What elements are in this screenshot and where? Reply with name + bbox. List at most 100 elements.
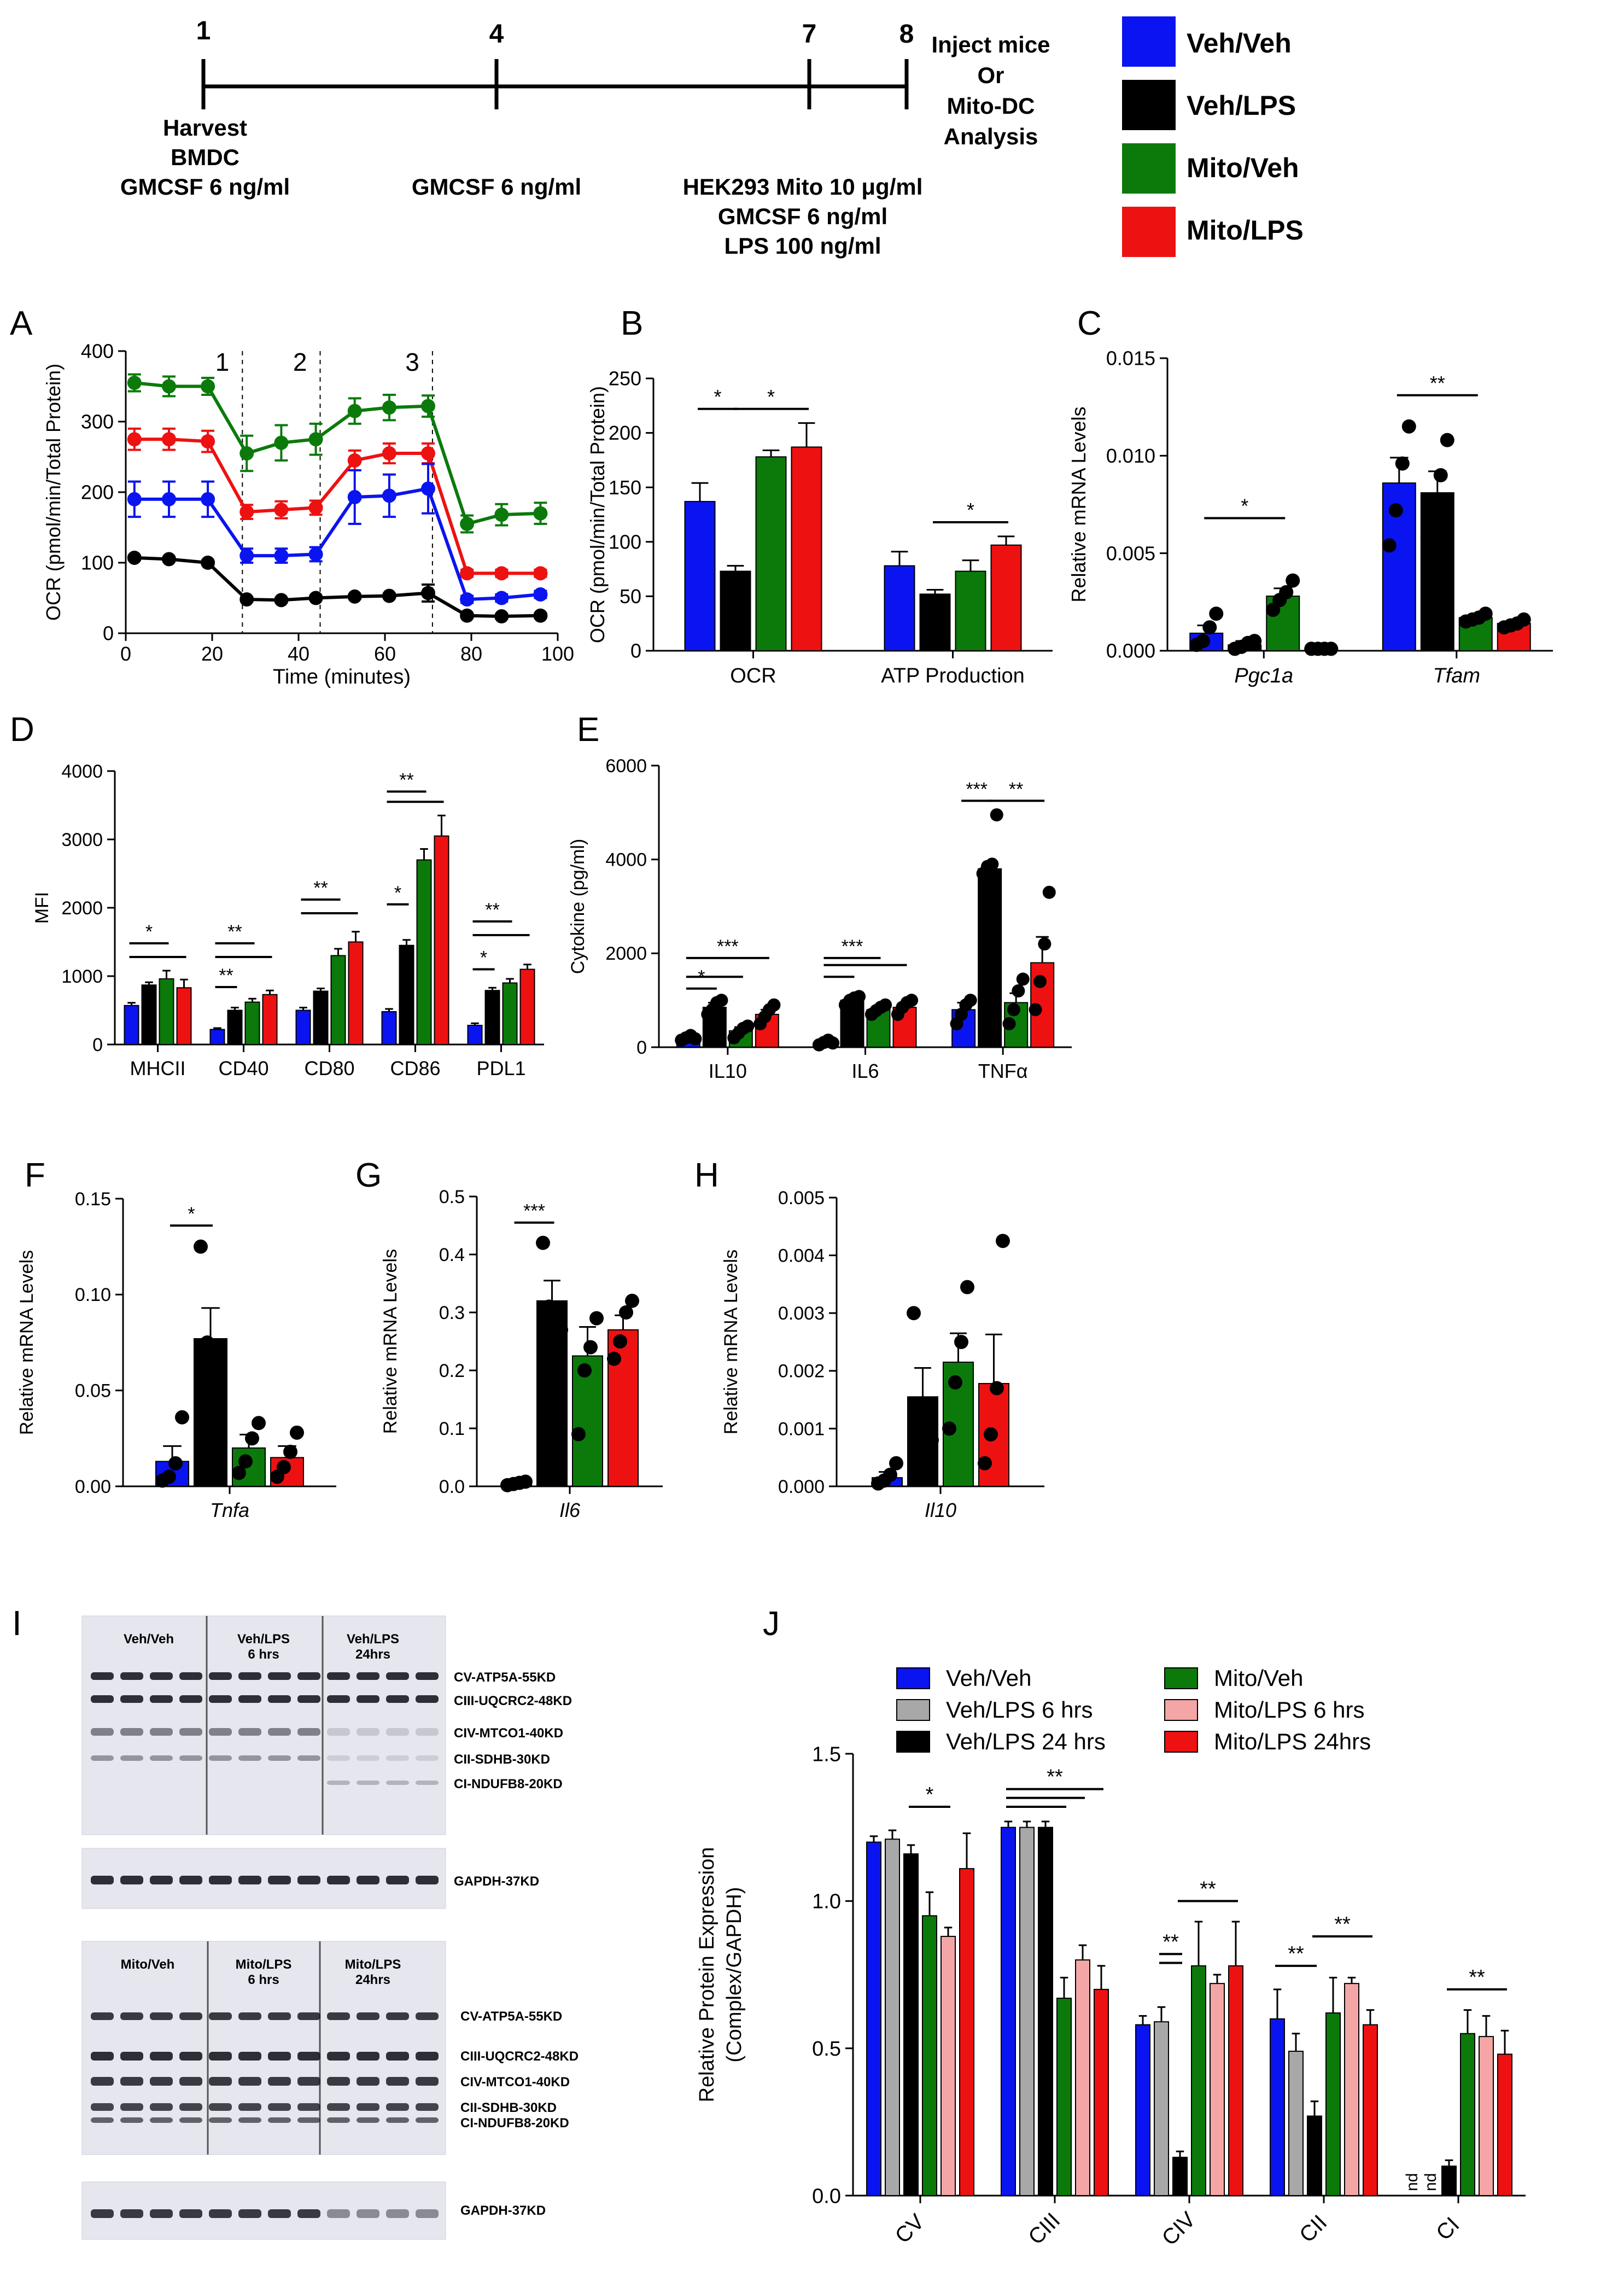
a-data-point: [308, 547, 323, 562]
d-significance-label: **: [227, 921, 242, 942]
b-bar: [720, 570, 751, 651]
g-data-point: [583, 1340, 598, 1355]
blot-bottom-band: [238, 2117, 261, 2123]
f-data-point: [168, 1456, 183, 1470]
a-y-axis-label: OCR (pmol/min/Total Protein): [42, 364, 65, 621]
j-legend-label: Mito/LPS 6 hrs: [1214, 1697, 1364, 1723]
blot-bottom-band: [238, 2103, 261, 2111]
blot-bottom-band: [150, 2012, 173, 2020]
d-bar: [295, 1009, 311, 1045]
blot-bottom-band: [91, 2103, 114, 2111]
blot-top-band: [357, 1695, 379, 1703]
c-data-point: [1478, 606, 1493, 621]
b-y-tick-label: 200: [609, 422, 641, 444]
h-y-tick-label: 0.002: [778, 1361, 825, 1382]
blot-top-band: [238, 1755, 261, 1761]
a-data-point: [382, 446, 396, 461]
d-bar: [381, 1011, 397, 1045]
d-y-axis-label: MFI: [32, 892, 52, 924]
blot-top-gapdh-label: GAPDH-37KD: [454, 1874, 539, 1889]
legend-label-mito-veh: Mito/Veh: [1187, 153, 1299, 183]
e-data-point: [1042, 885, 1056, 899]
j-legend-label: Veh/LPS 6 hrs: [946, 1697, 1093, 1723]
blot-bottom-band: [150, 2052, 173, 2061]
j-bar: [1038, 1826, 1053, 2197]
a-data-point: [421, 481, 435, 496]
j-significance-label: **: [1162, 1930, 1179, 1953]
blot-top-band: [209, 1672, 232, 1680]
a-data-point: [421, 586, 435, 600]
legend-label-mito-lps: Mito/LPS: [1187, 215, 1304, 246]
c-data-point: [1433, 468, 1448, 482]
g-y-tick-label: 0.2: [439, 1361, 465, 1381]
g-data-point: [589, 1311, 604, 1326]
panel-label-j: J: [763, 1605, 780, 1643]
blot-bottom-band: [386, 2117, 409, 2123]
blot-bottom-band-label-civ: CIV-MTCO1-40KD: [460, 2075, 570, 2090]
blot-bottom-band: [297, 2012, 320, 2020]
j-bar: [1497, 2053, 1512, 2196]
e-data-point: [688, 1032, 702, 1046]
a-data-point: [382, 400, 396, 415]
b-bar: [791, 446, 822, 651]
blot-bottom-band: [91, 2077, 114, 2086]
blot-bottom-group-1: Mito/Veh: [121, 1957, 175, 1972]
e-data-point: [852, 990, 866, 1003]
blot-bottom-band: [179, 2012, 202, 2020]
d-bar: [484, 990, 500, 1045]
b-significance-label: *: [767, 386, 775, 408]
j-bar: [940, 1935, 956, 2197]
h-data-point: [954, 1335, 968, 1349]
a-x-axis-label: Time (minutes): [273, 666, 411, 688]
d-y-tick-label: 1000: [61, 966, 103, 987]
a-data-point: [201, 556, 215, 570]
j-legend-label: Veh/Veh: [946, 1665, 1032, 1691]
timeline-d1-line1: Harvest: [163, 115, 247, 141]
blot-top-group-2-sub: 6 hrs: [248, 1647, 279, 1662]
h-y-tick-label: 0.000: [778, 1476, 825, 1497]
a-data-point: [127, 492, 142, 506]
e-category-label: TNFα: [978, 1060, 1028, 1082]
blot-top-gapdh-band: [416, 1876, 439, 1884]
d-significance-label: **: [485, 900, 499, 920]
g-data-point: [625, 1293, 639, 1308]
blot-top-gapdh-band: [209, 1876, 232, 1884]
j-legend-swatch: [896, 1699, 930, 1721]
d-category-label: CD86: [390, 1057, 440, 1079]
blot-top-band: [416, 1755, 439, 1761]
b-bar: [955, 570, 986, 651]
a-x-tick-label: 20: [201, 643, 223, 665]
blot-bottom-band: [120, 2077, 143, 2086]
j-nd-label: nd: [1422, 2173, 1440, 2191]
h-y-tick-label: 0.003: [778, 1303, 825, 1324]
a-data-point: [162, 492, 176, 506]
blot-bottom-band: [209, 2117, 232, 2123]
chart-f: F 0.00 0.05 0.10 0.15 Relative mRNA Levels Tnf…: [16, 1157, 336, 1521]
a-y-tick-label: 0: [103, 622, 114, 645]
b-bar: [884, 565, 915, 652]
j-legend-swatch: [896, 1731, 930, 1753]
d-y-tick-label: 3000: [61, 830, 103, 850]
blot-top-band: [120, 1695, 143, 1703]
c-significance-label: *: [1241, 494, 1248, 517]
c-data-point: [1382, 538, 1397, 553]
a-y-tick-label: 200: [81, 481, 114, 504]
h-data-point: [889, 1456, 903, 1470]
f-data-point: [162, 1469, 176, 1484]
d-significance-label: *: [394, 883, 401, 903]
a-data-point: [382, 588, 396, 603]
h-data-point: [942, 1421, 956, 1436]
f-data-point: [200, 1335, 214, 1350]
e-bar: [978, 868, 1002, 1048]
e-y-tick-label: 0: [636, 1037, 647, 1058]
blot-top-bands: [91, 1672, 439, 1785]
blot-bottom-bands: [91, 2012, 439, 2123]
a-data-point: [239, 505, 254, 520]
blot-top-group-3-sub: 24hrs: [355, 1647, 390, 1662]
a-x-tick-label: 40: [288, 643, 309, 665]
timeline-day-8: 8: [899, 20, 914, 49]
blot-top-band: [91, 1695, 114, 1703]
blot-top-band: [150, 1672, 173, 1680]
blot-top-band: [150, 1755, 173, 1761]
